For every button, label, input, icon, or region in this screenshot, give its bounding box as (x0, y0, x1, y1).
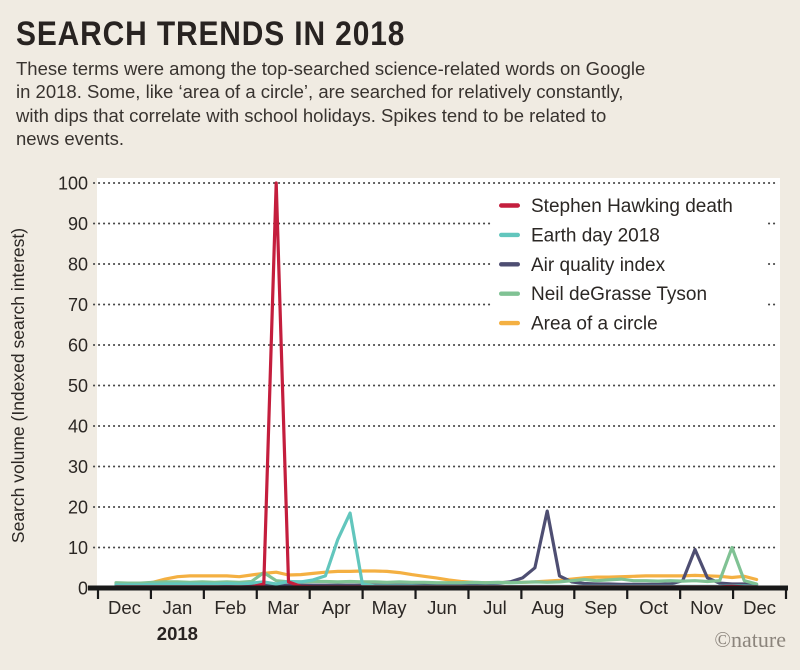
year-label: 2018 (157, 623, 198, 644)
subtitle-line-4: news events. (16, 128, 124, 150)
month-label-11: Nov (690, 597, 724, 618)
chart-subtitle: These terms were among the top-searched … (16, 57, 645, 151)
x-axis-line (88, 585, 788, 591)
y-tick-label-30: 30 (68, 457, 88, 477)
month-label-8: Aug (531, 597, 564, 618)
legend-swatch-2 (499, 262, 520, 267)
series-line-area-of-a-circle (114, 569, 759, 586)
y-tick-label-80: 80 (68, 255, 88, 275)
legend-label-4: Area of a circle (531, 314, 658, 335)
month-label-1: Jan (162, 597, 192, 618)
y-tick-label-20: 20 (68, 498, 88, 518)
y-tick-label-10: 10 (68, 538, 88, 558)
month-label-2: Feb (214, 597, 246, 618)
legend-swatch-1 (499, 232, 520, 238)
legend-swatch-4 (499, 320, 520, 326)
month-label-7: Jul (483, 597, 507, 618)
y-tick-label-90: 90 (68, 214, 88, 234)
y-tick-label-60: 60 (68, 336, 88, 356)
y-tick-label-100: 100 (58, 174, 88, 194)
month-label-6: Jun (427, 597, 457, 618)
month-label-5: May (372, 597, 408, 618)
y-tick-label-0: 0 (78, 579, 88, 599)
subtitle-line-3: with dips that correlate with school hol… (16, 104, 607, 126)
month-label-10: Oct (639, 597, 668, 618)
series-line-neil-degrasse-tyson (114, 545, 759, 586)
y-axis-title: Search volume (Indexed search interest) (8, 228, 28, 543)
legend-label-2: Air quality index (531, 255, 666, 276)
month-label-4: Apr (322, 597, 351, 618)
subtitle-line-1: These terms were among the top-searched … (16, 58, 646, 79)
subtitle-line-2: in 2018. Some, like ‘area of a circle’, … (16, 81, 624, 103)
legend-label-3: Neil deGrasse Tyson (531, 284, 707, 305)
y-tick-label-50: 50 (68, 376, 88, 396)
y-tick-label-40: 40 (68, 417, 88, 437)
legend-swatch-0 (499, 203, 520, 208)
legend-swatch-3 (499, 291, 520, 296)
legend-label-0: Stephen Hawking death (531, 196, 733, 217)
month-label-0: Dec (108, 597, 141, 618)
month-label-9: Sep (584, 597, 617, 618)
legend-background (492, 191, 766, 337)
nature-credit: ©nature (714, 627, 786, 652)
month-label-12: Dec (743, 597, 776, 618)
legend-label-1: Earth day 2018 (531, 225, 660, 246)
month-label-3: Mar (267, 597, 299, 618)
y-tick-label-70: 70 (68, 295, 88, 315)
page-title: SEARCH TRENDS IN 2018 (16, 15, 406, 53)
